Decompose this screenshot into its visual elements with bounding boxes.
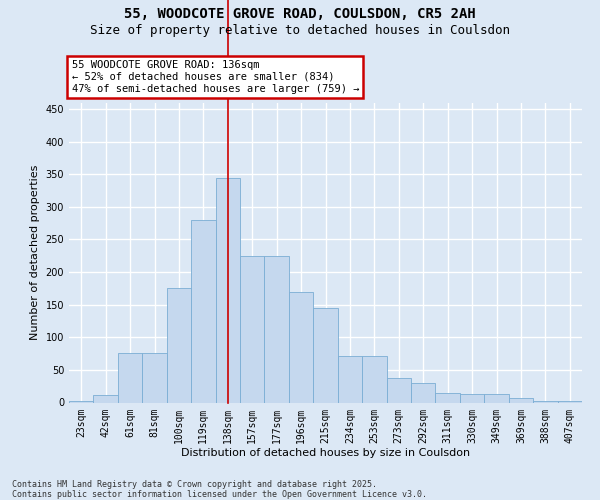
Bar: [484, 394, 509, 402]
Bar: [411, 383, 436, 402]
Bar: [118, 353, 142, 403]
Bar: [313, 308, 338, 402]
Bar: [460, 394, 484, 402]
Bar: [215, 178, 240, 402]
Bar: [191, 220, 215, 402]
Bar: [338, 356, 362, 403]
Text: 55 WOODCOTE GROVE ROAD: 136sqm
← 52% of detached houses are smaller (834)
47% of: 55 WOODCOTE GROVE ROAD: 136sqm ← 52% of …: [71, 60, 359, 94]
Bar: [533, 401, 557, 402]
Bar: [142, 353, 167, 403]
Bar: [436, 394, 460, 402]
Bar: [362, 356, 386, 403]
Text: Contains HM Land Registry data © Crown copyright and database right 2025.
Contai: Contains HM Land Registry data © Crown c…: [12, 480, 427, 499]
Text: 55, WOODCOTE GROVE ROAD, COULSDON, CR5 2AH: 55, WOODCOTE GROVE ROAD, COULSDON, CR5 2…: [124, 8, 476, 22]
Bar: [386, 378, 411, 402]
Y-axis label: Number of detached properties: Number of detached properties: [30, 165, 40, 340]
Bar: [557, 401, 582, 402]
Bar: [69, 401, 94, 402]
Text: Size of property relative to detached houses in Coulsdon: Size of property relative to detached ho…: [90, 24, 510, 37]
Bar: [240, 256, 265, 402]
Bar: [289, 292, 313, 403]
X-axis label: Distribution of detached houses by size in Coulsdon: Distribution of detached houses by size …: [181, 448, 470, 458]
Bar: [509, 398, 533, 402]
Bar: [167, 288, 191, 403]
Bar: [94, 396, 118, 402]
Bar: [265, 256, 289, 402]
